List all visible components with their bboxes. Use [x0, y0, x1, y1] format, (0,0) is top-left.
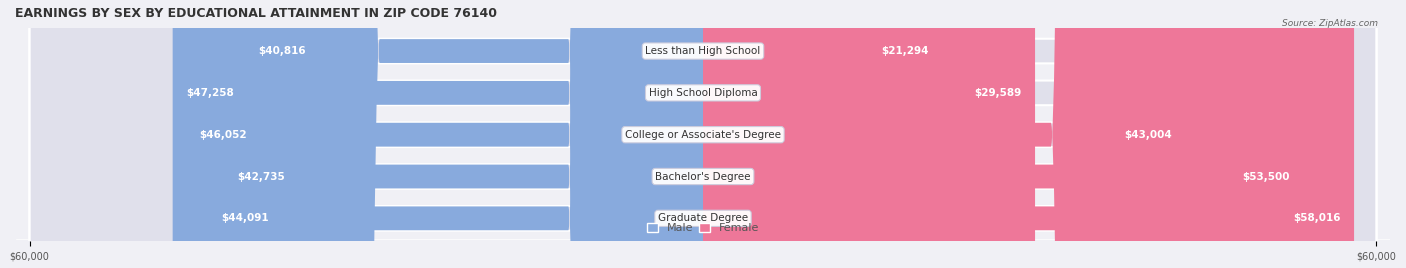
FancyBboxPatch shape [703, 0, 1185, 268]
FancyBboxPatch shape [30, 0, 1376, 268]
Text: Bachelor's Degree: Bachelor's Degree [655, 172, 751, 181]
FancyBboxPatch shape [703, 0, 1303, 268]
FancyBboxPatch shape [30, 0, 1376, 268]
Text: $58,016: $58,016 [1294, 213, 1340, 223]
Text: EARNINGS BY SEX BY EDUCATIONAL ATTAINMENT IN ZIP CODE 76140: EARNINGS BY SEX BY EDUCATIONAL ATTAINMEN… [15, 7, 496, 20]
Text: Less than High School: Less than High School [645, 46, 761, 56]
Text: $47,258: $47,258 [186, 88, 233, 98]
FancyBboxPatch shape [173, 0, 703, 268]
FancyBboxPatch shape [208, 0, 703, 268]
FancyBboxPatch shape [186, 0, 703, 268]
Text: $21,294: $21,294 [882, 46, 928, 56]
Text: College or Associate's Degree: College or Associate's Degree [626, 130, 780, 140]
Text: $46,052: $46,052 [200, 130, 247, 140]
Text: $29,589: $29,589 [974, 88, 1022, 98]
Text: $53,500: $53,500 [1243, 172, 1289, 181]
FancyBboxPatch shape [224, 0, 703, 268]
FancyBboxPatch shape [245, 0, 703, 268]
Text: $44,091: $44,091 [222, 213, 270, 223]
FancyBboxPatch shape [703, 0, 1354, 268]
FancyBboxPatch shape [703, 0, 1035, 268]
Text: $43,004: $43,004 [1125, 130, 1173, 140]
FancyBboxPatch shape [30, 0, 1376, 268]
Text: $42,735: $42,735 [236, 172, 284, 181]
Text: Source: ZipAtlas.com: Source: ZipAtlas.com [1282, 19, 1378, 28]
Text: High School Diploma: High School Diploma [648, 88, 758, 98]
Text: Graduate Degree: Graduate Degree [658, 213, 748, 223]
Text: $40,816: $40,816 [259, 46, 307, 56]
Legend: Male, Female: Male, Female [643, 219, 763, 238]
FancyBboxPatch shape [30, 0, 1376, 268]
FancyBboxPatch shape [30, 0, 1376, 268]
FancyBboxPatch shape [703, 0, 942, 268]
